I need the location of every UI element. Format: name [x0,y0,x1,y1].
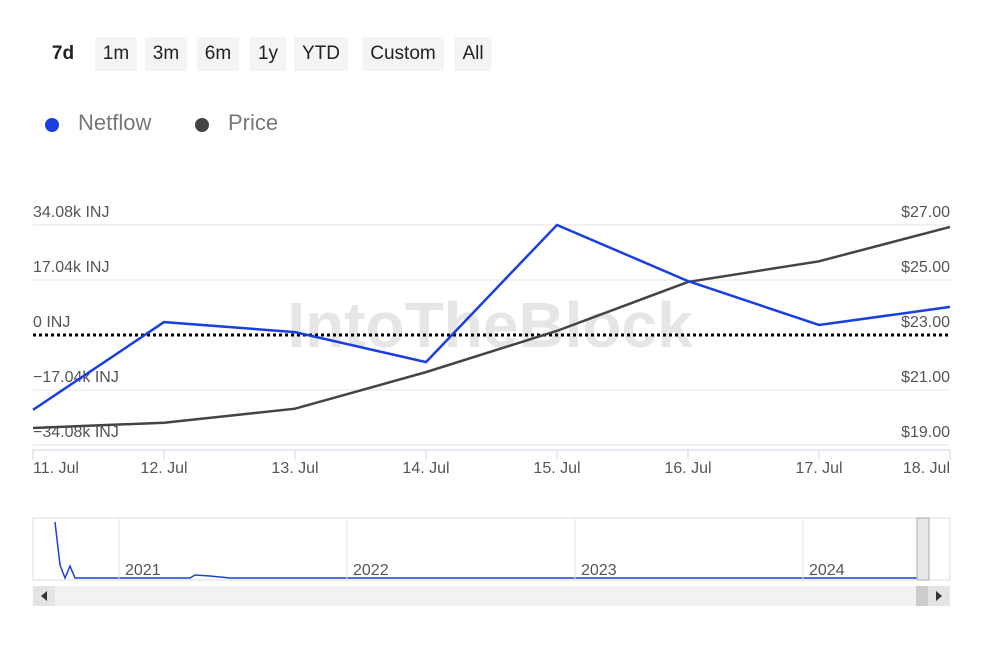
arrow-right [936,591,942,601]
range-button-bg[interactable] [94,37,138,71]
range-button[interactable]: 1y [258,43,279,64]
range-button[interactable]: 6m [205,43,231,64]
y-tick-label: 17.04k INJ [33,259,109,276]
x-tick-label: 17. Jul [795,460,842,477]
legend-label[interactable]: Netflow [78,110,151,135]
navigator-handle[interactable] [916,517,930,581]
navigator-label: 2023 [581,562,617,579]
navigator-label: 2022 [353,562,389,579]
range-button[interactable]: YTD [302,43,340,64]
navigator-line [54,521,920,581]
navigator-frame [32,517,951,581]
legend-marker [45,118,59,132]
range-button[interactable]: All [462,43,483,64]
y2-tick-label: $27.00 [901,204,950,221]
y2-tick-label: $25.00 [901,259,950,276]
range-button-bg[interactable] [362,37,444,71]
range-button-bg[interactable] [249,37,287,71]
x-tick-label: 15. Jul [533,460,580,477]
series-line [32,223,951,411]
series-line [32,225,951,430]
arrow-left [41,591,47,601]
range-button[interactable]: Custom [370,43,435,64]
watermark: IntoTheBlock [287,289,693,361]
y-tick-label: 34.08k INJ [33,204,109,221]
x-tick-label: 11. Jul [33,460,79,477]
range-button-bg[interactable] [454,37,492,71]
legend-label[interactable]: Price [228,110,278,135]
range-button[interactable]: 3m [153,43,179,64]
x-tick-label: 16. Jul [664,460,711,477]
range-button[interactable]: 7d [52,43,74,64]
y2-tick-label: $19.00 [901,424,950,441]
y2-tick-label: $21.00 [901,369,950,386]
y-tick-label: −34.08k INJ [33,424,119,441]
legend-marker [195,118,209,132]
scrollbar[interactable] [33,586,950,606]
range-button-bg[interactable] [44,37,82,71]
y-tick-label: −17.04k INJ [33,369,119,386]
x-tick-label: 18. Jul [903,460,950,477]
navigator-label: 2024 [809,562,845,579]
x-tick-label: 14. Jul [402,460,449,477]
range-button-bg[interactable] [294,37,348,71]
range-button-bg[interactable] [196,37,240,71]
y2-tick-label: $23.00 [901,314,950,331]
y-tick-label: 0 INJ [33,314,70,331]
scroll-thumb[interactable] [916,586,928,606]
navigator: 2021 2022 2023 2024 [32,517,951,606]
x-tick-label: 12. Jul [140,460,187,477]
range-button-bg[interactable] [144,37,188,71]
range-button[interactable]: 1m [103,43,129,64]
x-tick-label: 13. Jul [271,460,318,477]
navigator-label: 2021 [125,562,161,579]
